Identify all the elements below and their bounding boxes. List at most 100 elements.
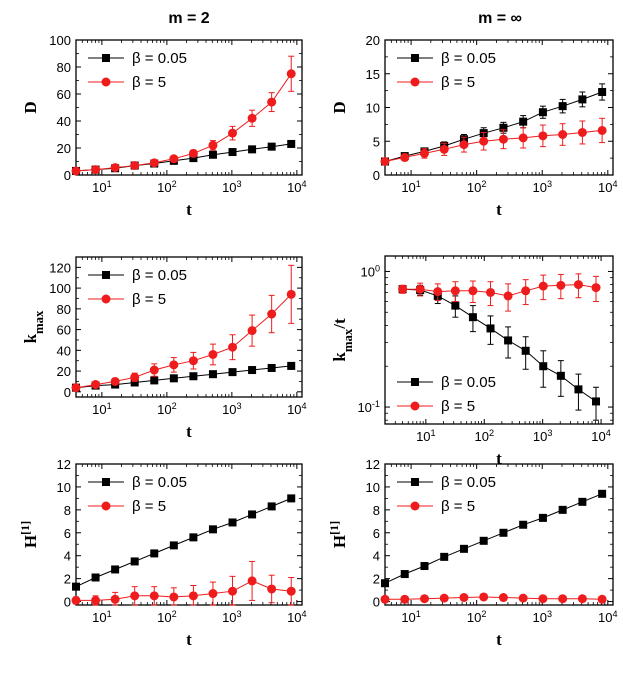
y-tick-label: 6	[64, 526, 71, 541]
y-tick-label: 60	[57, 323, 71, 338]
legend-label: β = 0.05	[441, 374, 496, 391]
data-point	[286, 69, 296, 79]
data-point	[208, 150, 217, 159]
data-point	[287, 494, 296, 503]
data-point	[189, 533, 198, 542]
y-tick-label: 4	[373, 549, 380, 564]
data-point	[450, 286, 460, 296]
data-point	[248, 145, 257, 154]
data-point	[130, 591, 140, 601]
data-point	[521, 286, 531, 296]
data-point	[558, 102, 567, 111]
y-tick-label: 0	[64, 385, 71, 400]
data-point	[71, 166, 81, 176]
y-tick-label: 20	[57, 141, 71, 156]
series-line	[402, 288, 597, 402]
data-point	[267, 363, 276, 372]
data-point	[380, 157, 390, 166]
data-point	[592, 397, 601, 406]
y-tick-label: 100	[360, 263, 380, 279]
data-point	[267, 502, 276, 511]
data-point	[597, 125, 607, 135]
legend: β = 0.05 β = 5	[88, 474, 187, 515]
legend-marker	[410, 77, 420, 87]
data-point	[577, 127, 587, 137]
legend-marker	[101, 501, 111, 511]
data-point	[111, 565, 120, 574]
y-tick-label: 8	[64, 503, 71, 518]
data-point	[247, 113, 257, 123]
data-point	[110, 163, 120, 173]
data-point	[499, 123, 508, 132]
y-tick-label: 80	[57, 302, 71, 317]
legend: β = 0.05 β = 5	[88, 50, 187, 91]
data-point	[228, 128, 238, 138]
data-point	[573, 280, 583, 290]
legend-label: β = 5	[441, 74, 475, 91]
y-tick-label: 0	[64, 168, 71, 183]
data-point	[519, 117, 528, 126]
legend-label: β = 5	[441, 498, 475, 515]
y-tick-label: 120	[49, 260, 71, 275]
y-tick-label: 10	[366, 480, 380, 495]
data-point	[578, 497, 587, 506]
series-beta-5	[380, 592, 607, 604]
data-point	[248, 510, 257, 519]
data-point	[381, 579, 389, 588]
y-tick-label: 20	[366, 33, 380, 48]
legend-marker	[101, 294, 111, 304]
data-point	[499, 528, 508, 537]
data-point	[538, 594, 548, 604]
legend-marker	[102, 271, 110, 279]
y-tick-label: 0	[373, 595, 380, 610]
legend-label: β = 0.05	[132, 267, 187, 284]
data-point	[538, 131, 548, 141]
x-axis-label: t	[496, 449, 502, 468]
data-point	[169, 154, 179, 164]
series-beta-0.05	[381, 83, 607, 166]
legend-marker	[101, 77, 111, 87]
data-point	[577, 594, 587, 604]
legend-marker	[411, 54, 419, 62]
data-point	[208, 589, 218, 599]
data-point	[130, 557, 139, 566]
series-beta-0.05	[398, 284, 601, 421]
series-beta-5	[71, 55, 296, 176]
legend-label: β = 5	[132, 498, 166, 515]
series-line	[75, 365, 292, 389]
y-tick-label: 15	[366, 67, 380, 82]
x-tick-label: 104	[598, 179, 618, 195]
data-point	[400, 152, 410, 162]
legend-label: β = 0.05	[132, 50, 187, 67]
plot-frame	[75, 463, 303, 606]
x-axis-label: t	[496, 630, 502, 649]
data-point	[538, 281, 548, 291]
data-point	[110, 594, 120, 604]
data-point	[189, 372, 198, 381]
data-point	[479, 136, 489, 146]
y-axis-label: H[1]	[327, 521, 349, 548]
data-point	[149, 591, 159, 601]
x-axis-label: t	[186, 422, 192, 441]
plot-frame	[384, 255, 614, 425]
data-point	[169, 592, 179, 602]
y-axis-label: H[1]	[18, 521, 40, 548]
data-point	[169, 374, 178, 383]
data-point	[228, 586, 238, 596]
data-point	[597, 594, 607, 604]
data-point	[558, 505, 567, 514]
legend-label: β = 0.05	[441, 474, 496, 491]
data-point	[538, 513, 547, 522]
y-tick-label: 2	[373, 572, 380, 587]
y-tick-label: 100	[49, 281, 71, 296]
legend-label: β = 0.05	[441, 50, 496, 67]
chart-panel-D_m2: 101 102 103 104 0 20 40 60 80 100 t Dβ = 0.05 β = 5	[21, 33, 307, 219]
data-point	[486, 324, 495, 333]
data-point	[150, 549, 159, 558]
series-line	[75, 73, 292, 172]
data-point	[267, 584, 277, 594]
data-point	[598, 87, 607, 96]
x-axis-label: t	[186, 630, 192, 649]
data-point	[598, 489, 607, 498]
